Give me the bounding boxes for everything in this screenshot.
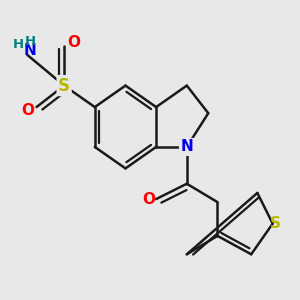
Text: O: O xyxy=(142,192,155,207)
Text: S: S xyxy=(58,76,70,94)
Text: O: O xyxy=(21,103,34,118)
Text: N: N xyxy=(24,43,37,58)
Text: H: H xyxy=(13,38,24,51)
Text: N: N xyxy=(180,140,193,154)
Text: S: S xyxy=(270,216,281,231)
Text: O: O xyxy=(67,35,80,50)
Text: H: H xyxy=(25,34,36,48)
